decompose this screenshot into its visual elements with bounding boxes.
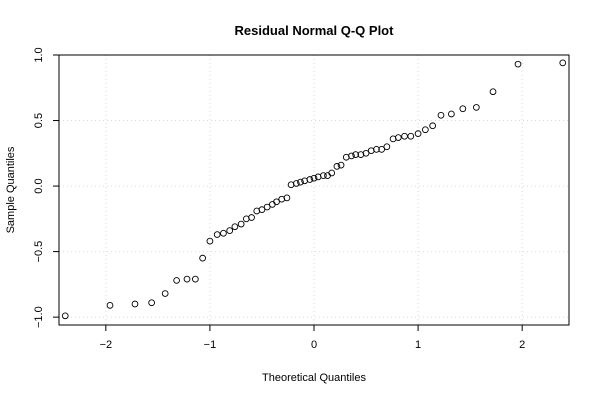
x-axis-label: Theoretical Quantiles: [262, 372, 366, 384]
data-point: [328, 169, 336, 177]
data-point: [448, 110, 455, 118]
data-point: [148, 299, 155, 307]
data-point: [422, 126, 429, 134]
data-point: [352, 151, 359, 158]
data-point: [237, 220, 245, 228]
data-point: [414, 130, 422, 137]
x-tick-label: −2: [100, 339, 113, 351]
data-point: [263, 203, 271, 211]
data-point: [183, 275, 191, 283]
data-point: [310, 174, 318, 182]
data-point: [292, 180, 300, 187]
data-point: [231, 223, 239, 231]
data-point: [273, 198, 280, 206]
data-point: [373, 146, 380, 153]
data-point: [437, 111, 445, 119]
data-point: [220, 229, 227, 237]
grid-lines: [59, 54, 569, 325]
data-point: [514, 60, 522, 68]
data-point: [269, 201, 276, 208]
data-point: [226, 227, 234, 234]
data-point: [337, 161, 345, 169]
data-point: [324, 172, 331, 179]
data-point: [473, 104, 480, 111]
x-tick-label: 2: [519, 339, 525, 351]
data-point: [206, 237, 214, 245]
y-tick-label: 0.5: [33, 113, 45, 128]
y-tick-label: −1.0: [33, 306, 45, 328]
data-point: [161, 290, 169, 297]
data-points: [61, 59, 567, 320]
data-point: [297, 178, 304, 186]
data-point: [199, 254, 206, 262]
data-point: [407, 132, 415, 140]
x-tick-label: 0: [311, 339, 317, 351]
data-point: [333, 163, 341, 170]
data-point: [559, 59, 567, 67]
data-point: [378, 146, 386, 153]
data-point: [429, 122, 437, 130]
data-point: [131, 300, 139, 308]
y-axis-label: Sample Quantiles: [5, 146, 17, 233]
data-point: [213, 231, 221, 238]
data-point: [173, 277, 180, 284]
y-tick-label: −0.5: [33, 241, 45, 263]
data-point: [383, 143, 391, 151]
data-point: [306, 176, 314, 183]
data-point: [283, 194, 291, 202]
data-point: [258, 206, 266, 214]
data-point: [401, 132, 408, 140]
axis-ticks: −2 −1 0 1 2 −1.0 −0.5 0.0 0.5 1.0: [33, 47, 525, 351]
data-point: [320, 172, 327, 179]
data-point: [348, 152, 355, 160]
data-point: [106, 301, 114, 309]
data-point: [394, 134, 402, 141]
x-tick-label: −1: [204, 339, 217, 351]
data-point: [459, 105, 467, 113]
chart-title: Residual Normal Q-Q Plot: [235, 23, 395, 38]
data-point: [61, 312, 69, 320]
y-tick-label: 0.0: [33, 178, 45, 193]
plot-frame: [58, 54, 570, 326]
data-point: [248, 214, 255, 221]
data-point: [191, 275, 199, 283]
x-tick-label: 1: [415, 339, 421, 351]
data-point: [489, 88, 497, 96]
data-point: [362, 149, 370, 157]
y-tick-label: 1.0: [33, 47, 45, 62]
